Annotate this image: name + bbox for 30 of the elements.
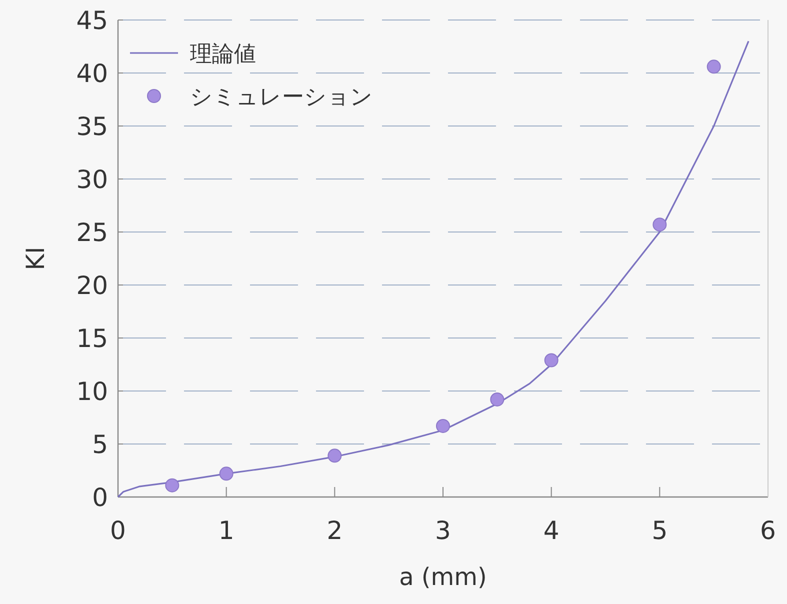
y-tick-label: 40 (76, 59, 108, 88)
point (165, 478, 180, 492)
legend-label: 理論値 (190, 42, 256, 67)
x-tick-label: 0 (110, 516, 126, 545)
line-series (117, 40, 750, 498)
point (328, 448, 342, 463)
y-tick-label: 5 (92, 430, 108, 459)
x-tick-label: 1 (218, 516, 234, 545)
x-tick-label: 3 (435, 516, 451, 545)
x-tick-label: 2 (326, 516, 343, 545)
y-tick-label: 35 (76, 112, 108, 141)
x-tick-label: 4 (543, 516, 560, 545)
point (436, 418, 450, 433)
point (219, 466, 234, 481)
y-tick-label: 20 (76, 271, 108, 300)
y-axis-title: KI (21, 246, 50, 270)
x-tick-label: 5 (652, 516, 668, 545)
y-tick-label: 25 (76, 218, 108, 247)
point (706, 60, 721, 74)
point (652, 218, 667, 232)
y-tick-label: 15 (76, 324, 108, 353)
legend-label: シミュレーション (190, 85, 373, 110)
point (490, 392, 504, 406)
y-tick-label: 0 (92, 483, 108, 512)
y-tick-label: 45 (76, 6, 108, 35)
point (544, 353, 558, 368)
y-tick-label: 30 (76, 165, 108, 194)
x-tick-label: 6 (760, 516, 776, 545)
y-tick-label: 10 (76, 377, 108, 406)
x-axis-title: a (mm) (399, 563, 487, 591)
